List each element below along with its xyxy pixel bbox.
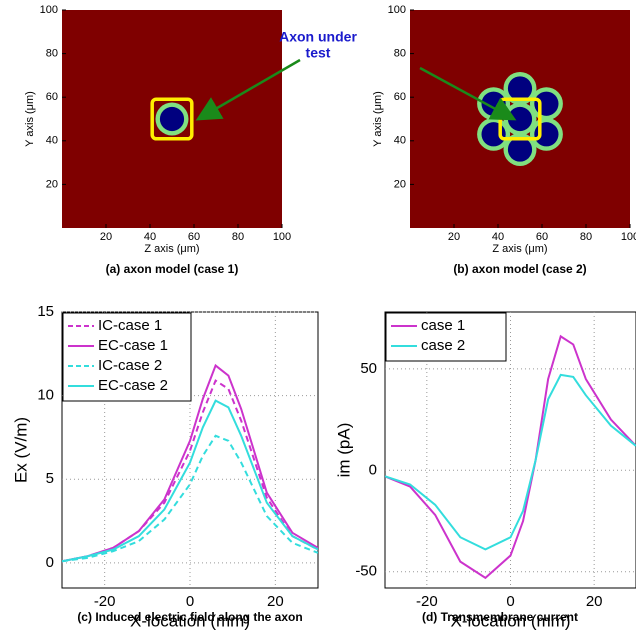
annotation: Axon under [279,29,357,45]
caption: (a) axon model (case 1) [106,262,239,276]
y-tick-label: 60 [46,91,58,103]
x-tick-label: -20 [94,593,116,610]
caption: (d) Transmembrane current [422,610,578,624]
y-tick-label: 100 [40,4,58,16]
y-tick-label: 40 [46,135,58,147]
annotation-arrow [419,66,517,121]
y-tick-label: 0 [46,554,54,571]
y-axis-label: Y axis (μm) [24,91,36,147]
axon [507,137,533,162]
x-tick-label: 100 [621,231,636,243]
y-tick-label: 5 [46,470,54,487]
y-tick-label: 80 [394,48,406,60]
legend-label: EC-case 2 [98,377,168,394]
annotation: test [306,45,331,61]
y-tick-label: -50 [355,563,377,580]
y-tick-label: 20 [46,178,58,190]
line [62,434,318,563]
axon [507,76,533,101]
x-tick-label: 60 [188,231,200,243]
y-axis-label: Y axis (μm) [372,91,384,147]
line [62,363,318,563]
axon [159,106,185,132]
x-tick-label: -20 [416,593,438,610]
x-axis-label: Z axis (μm) [144,243,199,255]
axon [481,122,506,147]
x-tick-label: 0 [506,593,514,610]
line [385,334,636,580]
y-tick-label: 40 [394,135,406,147]
legend-label: IC-case 2 [98,357,162,374]
y-tick-label: 15 [37,303,54,320]
caption: (c) Induced electric field along the axo… [77,610,302,624]
x-tick-label: 0 [186,593,194,610]
legend-label: case 2 [421,337,465,354]
axon [534,122,559,147]
legend [385,312,507,362]
y-axis-label: im (pA) [334,423,353,478]
test-marker [150,97,194,141]
x-tick-label: 20 [267,593,284,610]
axon [507,106,533,132]
x-tick-label: 60 [536,231,548,243]
x-tick-label: 20 [100,231,112,243]
y-tick-label: 100 [388,4,406,16]
legend-label: case 1 [421,317,465,334]
y-tick-label: 10 [37,387,54,404]
line [385,373,636,551]
x-axis-label: X-location (mm) [451,611,571,630]
annotation-arrow [195,58,301,121]
x-tick-label: 20 [448,231,460,243]
y-tick-label: 50 [360,360,377,377]
line [62,399,318,563]
y-tick-label: 80 [46,48,58,60]
legend-label: IC-case 1 [98,317,162,334]
x-tick-label: 20 [586,593,603,610]
x-tick-label: 40 [144,231,156,243]
x-axis-label: X-location (mm) [130,611,250,630]
x-tick-label: 40 [492,231,504,243]
x-axis-label: Z axis (μm) [492,243,547,255]
y-tick-label: 20 [394,178,406,190]
x-tick-label: 80 [580,231,592,243]
axon [534,91,559,116]
y-tick-label: 60 [394,91,406,103]
x-tick-label: 80 [232,231,244,243]
caption: (b) axon model (case 2) [453,262,586,276]
y-axis-label: Ex (V/m) [11,417,30,483]
legend-label: EC-case 1 [98,337,168,354]
x-tick-label: 100 [273,231,291,243]
y-tick-label: 0 [369,461,377,478]
